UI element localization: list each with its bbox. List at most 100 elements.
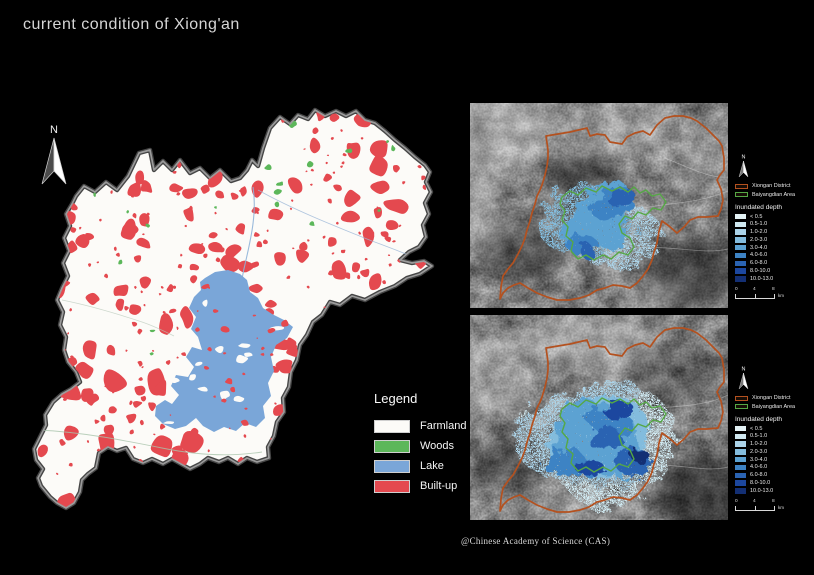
depth-class-item: 10.0-13.0: [735, 488, 814, 494]
landuse-map-svg: N: [31, 107, 435, 511]
attribution: @Chinese Academy of Science (CAS): [461, 536, 611, 546]
depth-class-item: 4.0-6.0: [735, 464, 814, 470]
landuse-map: N: [20, 95, 465, 530]
depth-class-item: 0.5-1.0: [735, 221, 814, 227]
legend-swatch: [374, 459, 410, 473]
inundated-depth-title: Inundated depth: [735, 203, 782, 211]
boundary-label: Xiongan District: [752, 183, 791, 189]
legend-item: Farmland: [374, 419, 484, 433]
legend-item: Lake: [374, 459, 484, 473]
depth-label: 4.0-6.0: [750, 252, 768, 259]
depth-swatch: [735, 472, 746, 479]
north-arrow-icon: N: [41, 124, 67, 185]
boundary-legend-item: Baiyangdian Area: [735, 192, 814, 198]
depth-swatch: [735, 213, 746, 220]
boundary-legend-items: Xiongan District Baiyangdian Area: [735, 395, 814, 410]
boundary-legend-item: Baiyangdian Area: [735, 404, 814, 410]
depth-label: 8.0-10.0: [750, 480, 771, 487]
depth-label: 0.5-1.0: [750, 433, 768, 440]
depth-swatch: [735, 433, 746, 440]
flood-map-top: [470, 103, 728, 308]
depth-swatch: [735, 252, 746, 259]
scale-bar-line: [735, 505, 775, 511]
depth-class-item: 3.0-4.0: [735, 457, 814, 463]
boundary-swatch: [735, 395, 748, 401]
depth-class-item: 8.0-10.0: [735, 268, 814, 274]
scale-bar: 0 4 8 km: [735, 287, 791, 299]
depth-class-item: 1.0-2.0: [735, 229, 814, 235]
scale-unit: km: [778, 504, 784, 510]
flood-legend-bottom: N Xiongan District Baiyangdian Area: [735, 365, 814, 511]
depth-label: 3.0-4.0: [750, 244, 768, 251]
depth-label: 6.0-8.0: [750, 260, 768, 267]
flood-map-panel-top: N Xiongan District Baiyangdian Area: [470, 103, 814, 308]
scale-bar: 0 4 8 km: [735, 499, 791, 511]
depth-swatch: [735, 456, 746, 463]
boundary-swatch: [735, 183, 748, 189]
boundary-label: Baiyangdian Area: [752, 403, 796, 410]
depth-class-item: 2.0-3.0: [735, 449, 814, 455]
depth-class-item: < 0.5: [735, 214, 814, 220]
scale-label-4: 4: [753, 286, 756, 292]
depth-class-item: 1.0-2.0: [735, 441, 814, 447]
flood-legend-top: N Xiongan District Baiyangdian Area: [735, 153, 814, 299]
page-title: current condition of Xiong'an: [23, 16, 240, 33]
legend-label: Woods: [420, 440, 455, 452]
legend-label: Farmland: [420, 420, 467, 432]
boundary-swatch: [735, 404, 748, 409]
flood-map-bottom: [470, 315, 728, 520]
depth-label: 6.0-8.0: [750, 472, 768, 479]
boundary-label: Baiyangdian Area: [752, 191, 796, 198]
scale-unit: km: [778, 292, 784, 298]
depth-label: 4.0-6.0: [750, 464, 768, 471]
svg-text:N: N: [742, 367, 746, 373]
depth-swatch: [735, 268, 746, 274]
north-arrow-icon: N: [738, 155, 749, 178]
scale-label-8: 8: [772, 498, 775, 504]
legend-items: Farmland Woods Lake Built-up: [374, 419, 484, 493]
depth-label: 10.0-13.0: [750, 275, 774, 282]
landuse-legend: Legend Farmland Woods Lake: [374, 391, 484, 499]
boundary-legend-items: Xiongan District Baiyangdian Area: [735, 183, 814, 198]
legend-item: Woods: [374, 439, 484, 453]
depth-label: 2.0-3.0: [750, 236, 768, 243]
legend-item: Built-up: [374, 479, 484, 493]
depth-label: 10.0-13.0: [750, 487, 774, 494]
scale-label-8: 8: [772, 286, 775, 292]
depth-swatch: [735, 464, 746, 471]
depth-label: 8.0-10.0: [750, 268, 771, 275]
depth-swatch: [735, 449, 746, 455]
depth-swatch: [735, 425, 746, 432]
depth-swatch: [735, 276, 746, 282]
depth-swatch: [735, 244, 746, 251]
depth-class-item: 0.5-1.0: [735, 433, 814, 439]
depth-swatch: [735, 488, 746, 494]
depth-swatch: [735, 441, 746, 447]
depth-class-item: 6.0-8.0: [735, 472, 814, 478]
depth-label: 2.0-3.0: [750, 448, 768, 455]
depth-label: < 0.5: [750, 213, 763, 220]
scale-label-4: 4: [753, 498, 756, 504]
boundary-swatch: [735, 192, 748, 197]
legend-label: Lake: [420, 460, 444, 472]
depth-swatch: [735, 260, 746, 267]
depth-class-item: 4.0-6.0: [735, 252, 814, 258]
legend-swatch: [374, 439, 410, 453]
depth-class-item: 2.0-3.0: [735, 237, 814, 243]
legend-label: Built-up: [420, 480, 458, 492]
depth-label: 1.0-2.0: [750, 441, 768, 448]
scale-label-0: 0: [735, 498, 738, 504]
depth-label: 1.0-2.0: [750, 229, 768, 236]
depth-class-item: 3.0-4.0: [735, 245, 814, 251]
depth-class-item: 6.0-8.0: [735, 260, 814, 266]
flood-map-panel-bottom: N Xiongan District Baiyangdian Area: [470, 315, 814, 520]
svg-text:N: N: [742, 155, 746, 161]
north-arrow-icon: N: [738, 367, 749, 390]
depth-class-item: 8.0-10.0: [735, 480, 814, 486]
boundary-legend-item: Xiongan District: [735, 395, 814, 401]
inundated-depth-title: Inundated depth: [735, 415, 782, 423]
legend-title: Legend: [374, 391, 418, 406]
depth-swatch: [735, 229, 746, 235]
legend-swatch: [374, 479, 410, 493]
